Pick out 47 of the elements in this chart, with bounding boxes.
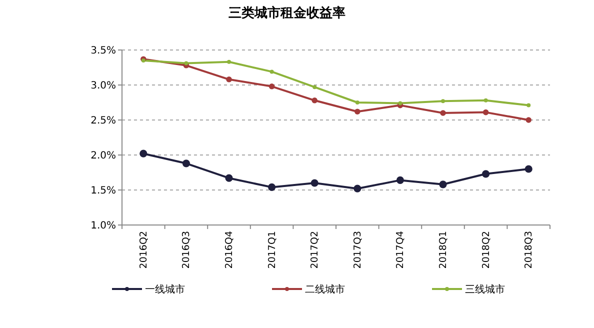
point <box>270 70 274 74</box>
point <box>227 60 231 64</box>
legend-label: 三线城市 <box>465 284 505 296</box>
point <box>268 84 275 90</box>
x-tick-label: 2018Q1 <box>438 231 449 269</box>
point <box>312 98 318 104</box>
point <box>182 160 190 168</box>
point <box>226 76 232 82</box>
point <box>439 180 447 188</box>
legend-label: 二线城市 <box>305 284 345 296</box>
point <box>482 109 489 116</box>
point <box>484 98 488 102</box>
legend-label: 一线城市 <box>145 284 185 296</box>
x-tick-label: 2017Q4 <box>395 231 406 269</box>
point <box>441 99 445 104</box>
x-tick-label: 2016Q2 <box>138 231 150 269</box>
x-tick-label: 2016Q4 <box>224 231 235 269</box>
point <box>141 58 146 62</box>
point <box>396 176 404 184</box>
x-tick-label: 2017Q2 <box>310 231 321 269</box>
point <box>355 100 360 104</box>
y-tick-label: 1.0% <box>90 220 116 232</box>
point <box>482 170 490 178</box>
y-tick-label: 2.0% <box>90 150 116 162</box>
y-tick-label: 2.5% <box>90 116 116 126</box>
x-tick-label: 2018Q3 <box>524 231 535 269</box>
x-tick-label: 2018Q2 <box>480 231 492 269</box>
point <box>140 150 148 158</box>
x-tick-label: 2017Q3 <box>352 231 364 269</box>
point <box>354 108 360 114</box>
y-tick-label: 3.0% <box>90 80 116 92</box>
point <box>354 184 362 192</box>
point <box>310 179 318 187</box>
point <box>440 110 446 116</box>
point <box>526 117 532 123</box>
y-tick-label: 3.5% <box>90 46 116 56</box>
chart-title: 三类城市租金收益率 <box>228 5 346 21</box>
point <box>524 165 532 173</box>
point <box>312 85 317 90</box>
point <box>225 174 233 182</box>
point <box>526 103 531 108</box>
point <box>398 101 402 106</box>
point <box>184 61 188 66</box>
point <box>268 183 276 191</box>
x-tick-label: 2016Q3 <box>181 231 192 269</box>
y-tick-label: 1.5% <box>90 186 116 196</box>
x-tick-label: 2017Q1 <box>266 231 278 269</box>
